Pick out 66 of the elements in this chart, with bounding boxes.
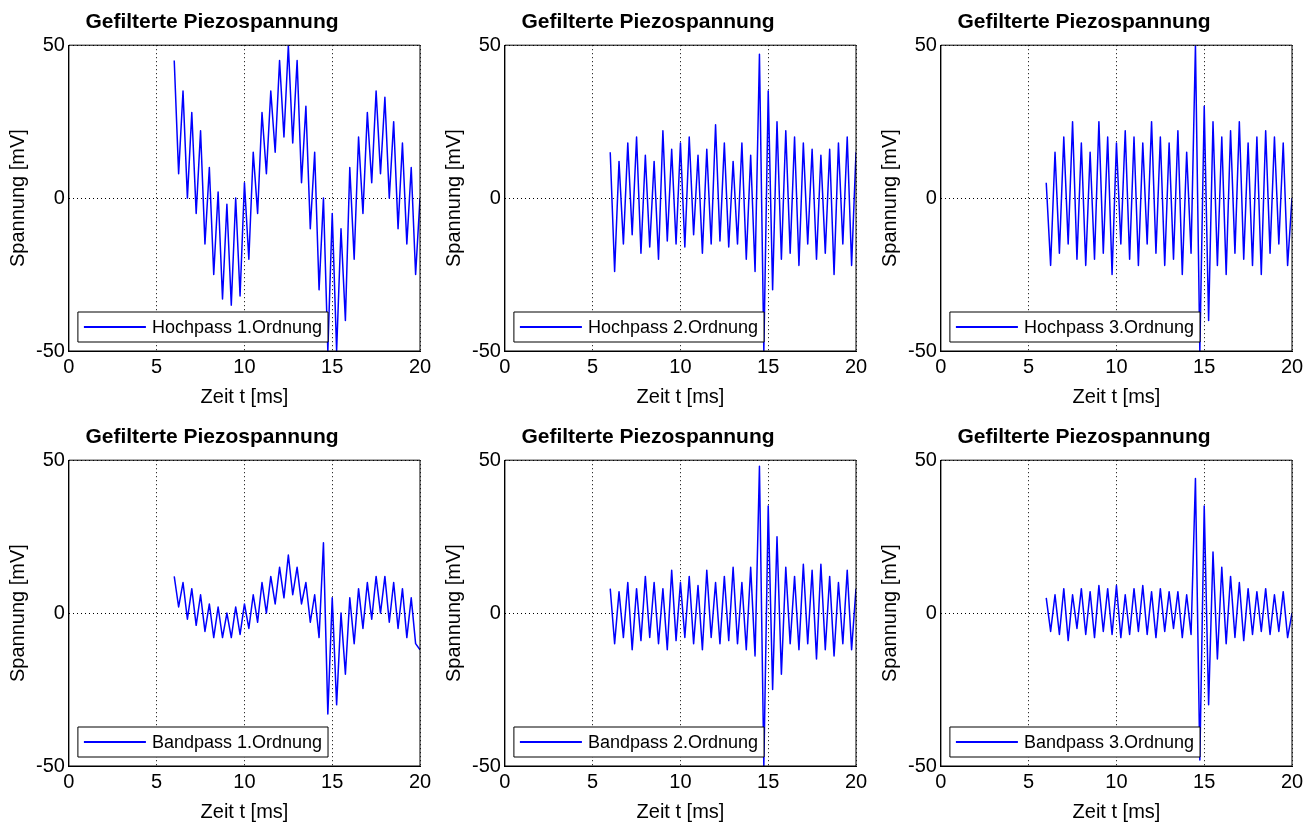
chart-title: Gefilterte Piezospannung xyxy=(521,424,775,448)
y-tick-label: 0 xyxy=(925,185,937,208)
x-tick-label: 15 xyxy=(321,354,344,377)
chart-title: Gefilterte Piezospannung xyxy=(85,9,339,33)
x-tick-label: 15 xyxy=(321,769,344,792)
x-axis-title: Zeit t [ms] xyxy=(1072,384,1161,407)
y-tick-label: 50 xyxy=(478,32,501,55)
x-axis-title: Zeit t [ms] xyxy=(200,799,289,822)
x-tick-label: 20 xyxy=(408,354,432,377)
x-tick-label: 10 xyxy=(669,354,692,377)
x-tick-label: 10 xyxy=(1105,354,1128,377)
y-tick-label: 50 xyxy=(42,447,65,470)
x-axis-title: Zeit t [ms] xyxy=(636,799,725,822)
y-tick-label: 50 xyxy=(914,32,937,55)
y-tick-label: 0 xyxy=(53,600,65,623)
chart-title: Gefilterte Piezospannung xyxy=(521,9,775,33)
x-axis-title: Zeit t [ms] xyxy=(636,384,725,407)
x-tick-label: 5 xyxy=(151,354,163,377)
x-tick-label: 15 xyxy=(757,769,780,792)
y-tick-label: -50 xyxy=(472,338,501,361)
legend-label: Bandpass 2.Ordnung xyxy=(587,731,759,752)
x-tick-label: 15 xyxy=(1193,354,1216,377)
chart-title: Gefilterte Piezospannung xyxy=(85,424,339,448)
legend-label: Hochpass 1.Ordnung xyxy=(151,316,323,337)
x-tick-label: 20 xyxy=(1280,769,1304,792)
y-axis-title: Spannung [mV] xyxy=(441,129,464,268)
x-tick-label: 5 xyxy=(587,354,599,377)
y-tick-label: 50 xyxy=(42,32,65,55)
x-axis-title: Zeit t [ms] xyxy=(200,384,289,407)
y-tick-label: -50 xyxy=(908,753,937,776)
y-axis-title: Spannung [mV] xyxy=(877,544,900,683)
x-tick-label: 5 xyxy=(587,769,599,792)
x-axis-title: Zeit t [ms] xyxy=(1072,799,1161,822)
legend-label: Hochpass 3.Ordnung xyxy=(1023,316,1195,337)
y-axis-title: Spannung [mV] xyxy=(441,544,464,683)
y-tick-label: -50 xyxy=(36,753,65,776)
x-tick-label: 15 xyxy=(757,354,780,377)
x-tick-label: 20 xyxy=(844,769,868,792)
x-tick-label: 20 xyxy=(1280,354,1304,377)
y-tick-label: 50 xyxy=(478,447,501,470)
y-axis-title: Spannung [mV] xyxy=(5,129,28,268)
x-tick-label: 10 xyxy=(233,354,256,377)
y-tick-label: -50 xyxy=(908,338,937,361)
legend-label: Bandpass 3.Ordnung xyxy=(1023,731,1195,752)
x-tick-label: 5 xyxy=(1023,769,1035,792)
x-tick-label: 20 xyxy=(844,354,868,377)
y-tick-label: 0 xyxy=(53,185,65,208)
x-tick-label: 20 xyxy=(408,769,432,792)
legend-label: Bandpass 1.Ordnung xyxy=(151,731,323,752)
x-tick-label: 5 xyxy=(151,769,163,792)
y-axis-title: Spannung [mV] xyxy=(5,544,28,683)
x-tick-label: 15 xyxy=(1193,769,1216,792)
y-axis-title: Spannung [mV] xyxy=(877,129,900,268)
x-tick-label: 10 xyxy=(233,769,256,792)
y-tick-label: 0 xyxy=(489,185,501,208)
y-tick-label: -50 xyxy=(472,753,501,776)
x-tick-label: 10 xyxy=(1105,769,1128,792)
legend-label: Hochpass 2.Ordnung xyxy=(587,316,759,337)
x-tick-label: 5 xyxy=(1023,354,1035,377)
y-tick-label: -50 xyxy=(36,338,65,361)
y-tick-label: 0 xyxy=(925,600,937,623)
chart-title: Gefilterte Piezospannung xyxy=(957,9,1211,33)
y-tick-label: 0 xyxy=(489,600,501,623)
x-tick-label: 10 xyxy=(669,769,692,792)
chart-title: Gefilterte Piezospannung xyxy=(957,424,1211,448)
y-tick-label: 50 xyxy=(914,447,937,470)
